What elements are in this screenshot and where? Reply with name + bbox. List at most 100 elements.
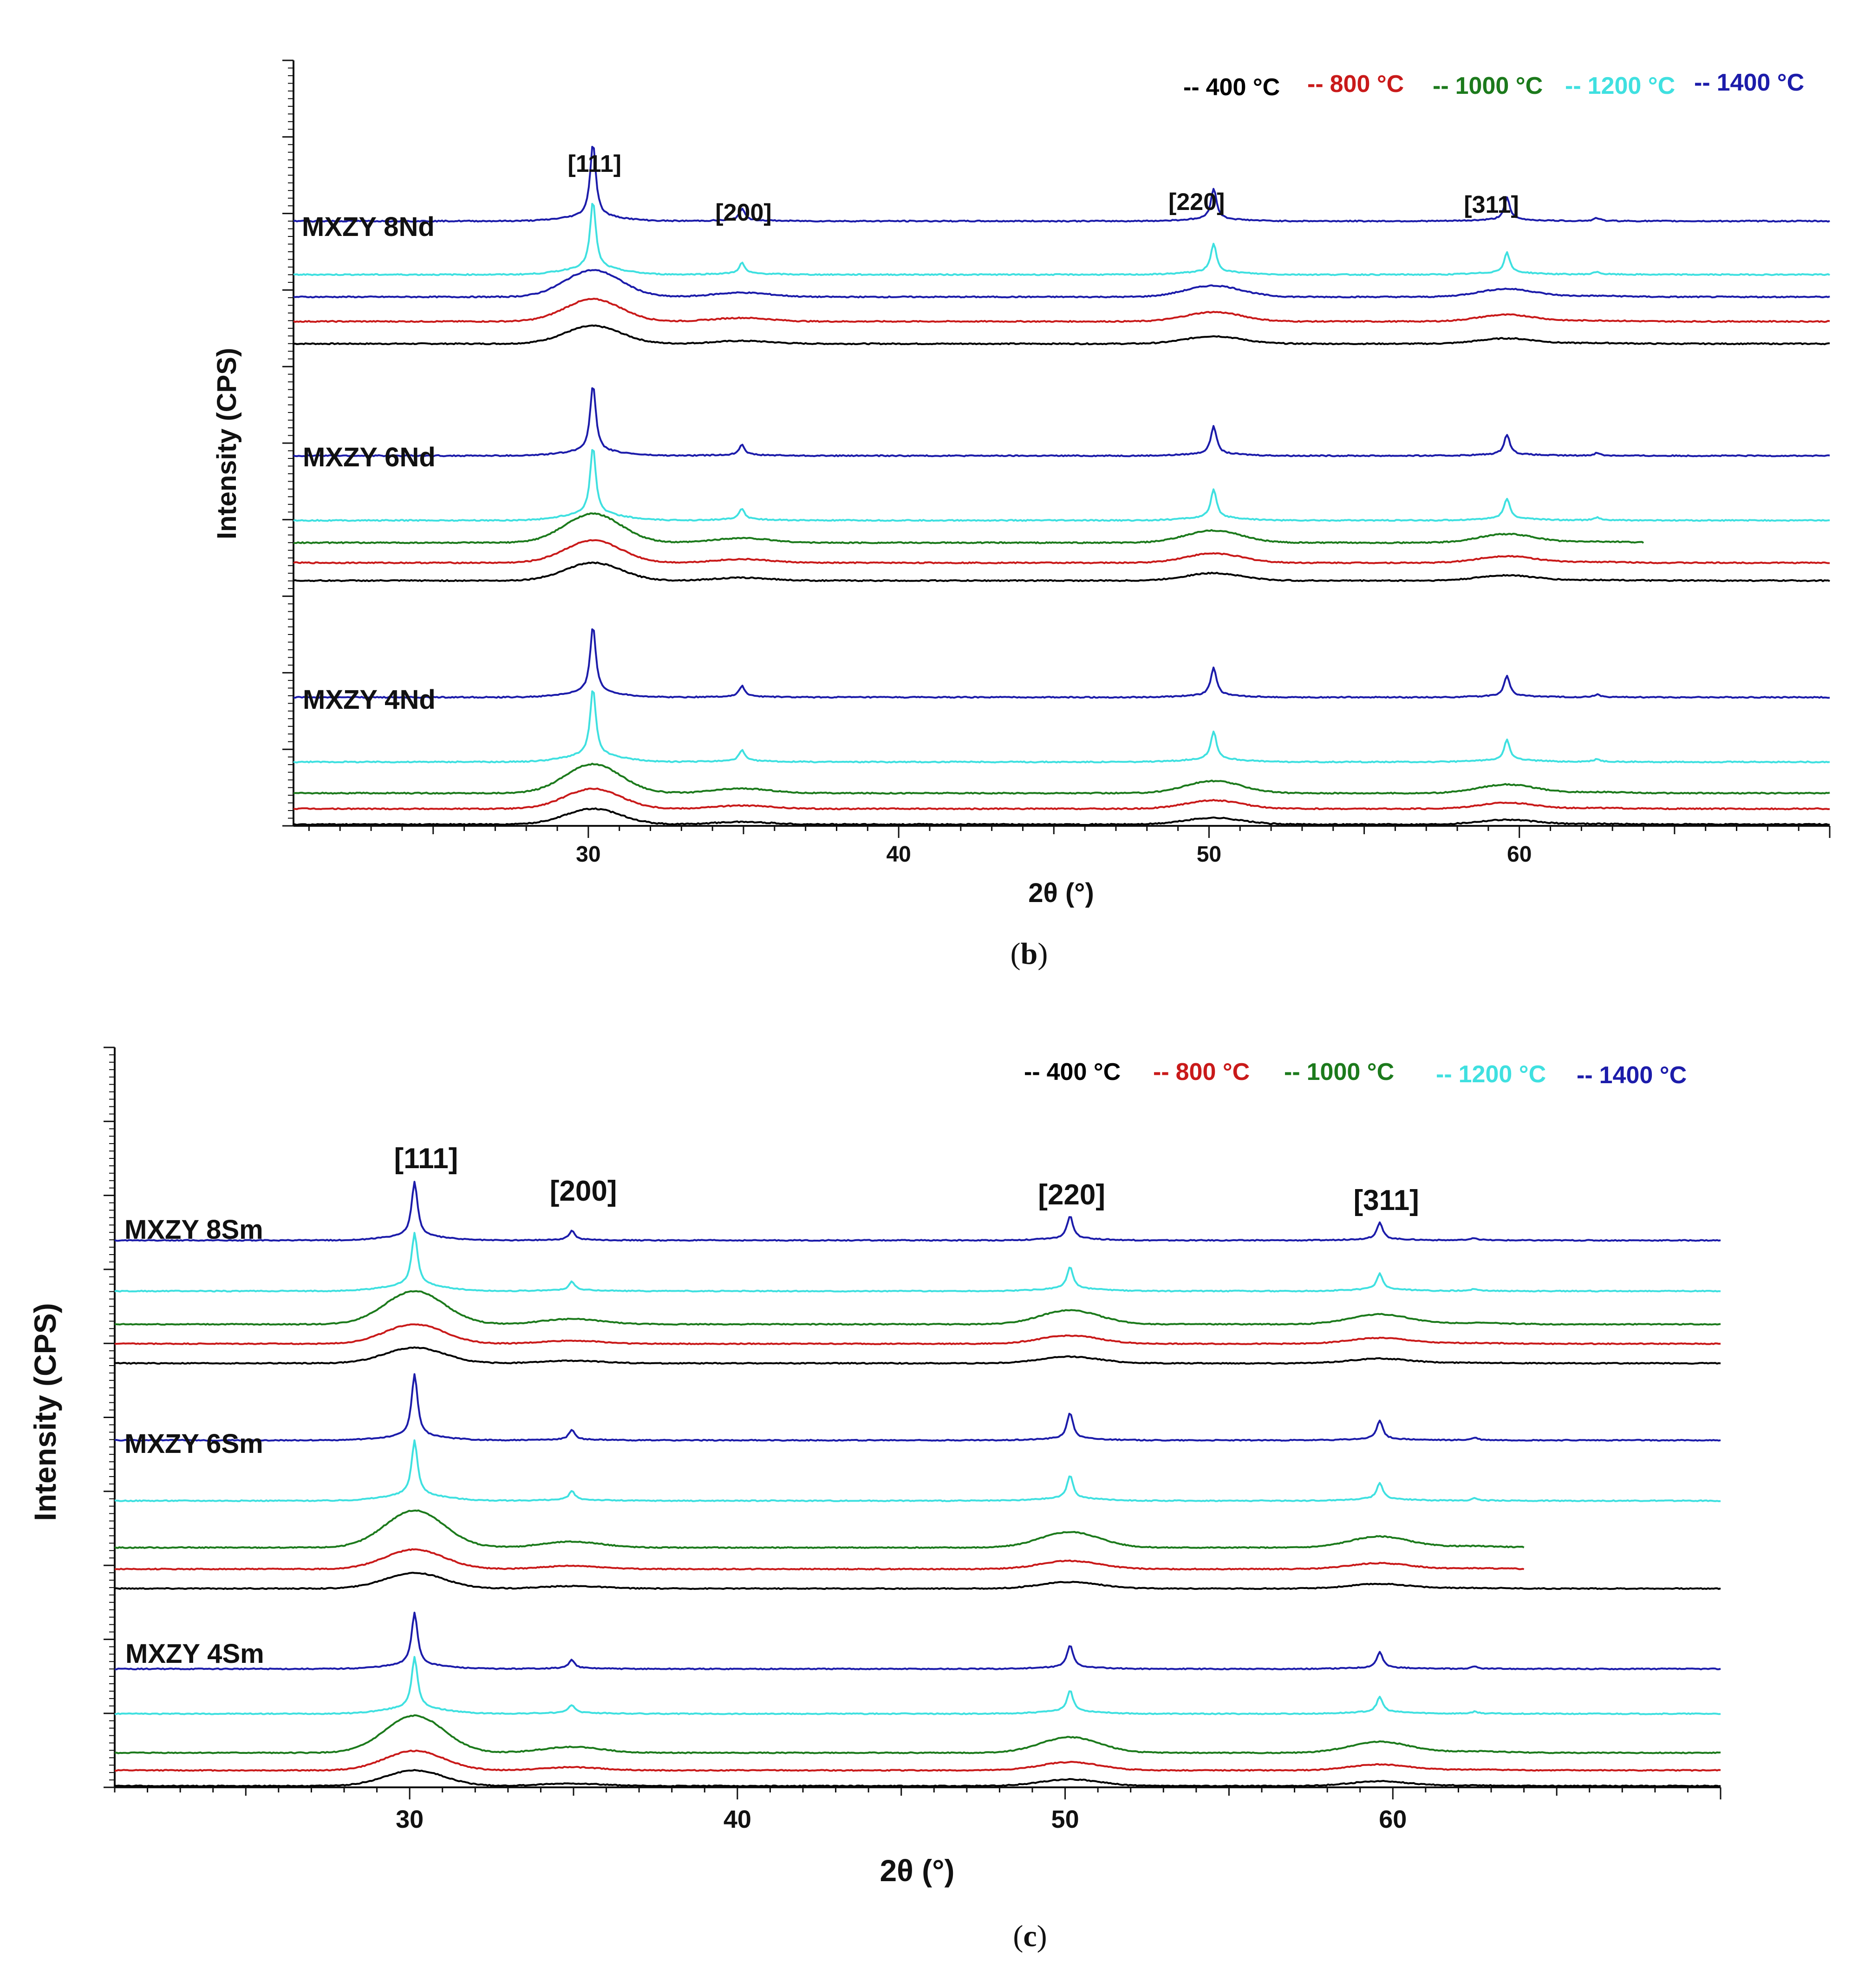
- sample-label-8sm: MXZY 8Sm: [124, 1215, 263, 1245]
- svg-text:--1400 °C: -- 1400 °C: [1694, 69, 1804, 96]
- panel-c-y-label: Intensity (CPS): [28, 1303, 62, 1521]
- series-line-1200c: [293, 449, 1830, 522]
- legend-dash: --: [1307, 71, 1324, 98]
- series-line-400c: [293, 807, 1830, 826]
- x-tick-label: 50: [1051, 1805, 1079, 1833]
- series-line-800c: [293, 539, 1830, 564]
- peak-label: [220]: [1168, 189, 1225, 216]
- sample-label-6nd: MXZY 6Nd: [303, 442, 436, 472]
- series-line-1400c: [114, 1373, 1721, 1442]
- panel-b-x-ticks: 30 40 50 60: [308, 826, 1831, 867]
- series-line-400c: [114, 1571, 1721, 1590]
- svg-text:--1200 °C: -- 1200 °C: [1436, 1061, 1546, 1088]
- svg-text:--1200 °C: -- 1200 °C: [1565, 72, 1675, 99]
- svg-text:--400 °C: -- 400 °C: [1024, 1059, 1121, 1086]
- series-line-1200c: [114, 1232, 1721, 1293]
- x-tick-label: 60: [1379, 1805, 1407, 1833]
- legend-dash: --: [1024, 1059, 1040, 1086]
- series-line-400c: [293, 561, 1830, 582]
- legend-dash: --: [1153, 1059, 1169, 1086]
- series-line-1000c: [293, 269, 1830, 299]
- panel-c-x-label: 2θ (°): [880, 1853, 954, 1888]
- series-line-1400c: [293, 387, 1830, 458]
- panel-b-curves: [293, 146, 1830, 826]
- panel-c-peak-labels: [111] [200] [220] [311]: [394, 1143, 1419, 1216]
- series-line-1000c: [293, 512, 1644, 544]
- panel-c-curves: [114, 1181, 1721, 1787]
- panel-c-sample-labels: MXZY 8Sm MXZY 6Sm MXZY 4Sm: [124, 1215, 264, 1669]
- svg-text:--800 °C: -- 800 °C: [1153, 1059, 1250, 1086]
- panel-c-x-ticks: 30 40 50 60: [114, 1787, 1722, 1833]
- sample-label-4nd: MXZY 4Nd: [303, 685, 436, 715]
- series-line-800c: [293, 787, 1830, 811]
- svg-text:--1400 °C: -- 1400 °C: [1577, 1062, 1687, 1089]
- legend-dash: --: [1284, 1059, 1300, 1086]
- series-line-1200c: [114, 1656, 1721, 1715]
- series-line-1000c: [293, 763, 1830, 795]
- x-tick-label: 60: [1507, 842, 1532, 867]
- panel-b-caption: (b): [1011, 937, 1048, 971]
- series-line-800c: [114, 1548, 1524, 1570]
- legend-dash: --: [1565, 72, 1581, 99]
- series-line-1200c: [114, 1439, 1721, 1502]
- legend-400: 400 °C: [1047, 1059, 1121, 1086]
- x-tick-label: 40: [886, 842, 911, 867]
- panel-c: 30 40 50 60 [111] [200] [220] [311] MXZY 8Sm M…: [28, 1046, 1722, 1953]
- series-line-400c: [114, 1346, 1721, 1365]
- peak-label: [200]: [550, 1175, 617, 1207]
- panel-c-caption: (c): [1013, 1919, 1047, 1953]
- svg-text:--1000 °C: -- 1000 °C: [1284, 1059, 1394, 1086]
- panel-c-y-ticks: [104, 1046, 115, 1788]
- x-tick-label: 50: [1197, 842, 1221, 867]
- panel-b-peak-labels: [111] [200] [220] [311]: [567, 150, 1519, 226]
- peak-label: [200]: [715, 199, 771, 226]
- legend-1000: 1000 °C: [1455, 72, 1543, 99]
- legend-1400: 1400 °C: [1717, 69, 1804, 96]
- legend-dash: --: [1183, 74, 1200, 101]
- x-tick-label: 40: [724, 1805, 751, 1833]
- panel-b-axes: 30 40 50 60: [282, 59, 1831, 867]
- series-line-1200c: [293, 690, 1830, 764]
- panel-b-sample-labels: MXZY 8Nd MXZY 6Nd MXZY 4Nd: [302, 212, 436, 715]
- series-line-800c: [114, 1323, 1721, 1345]
- legend-1200: 1200 °C: [1588, 72, 1675, 99]
- legend-dash: --: [1433, 72, 1449, 99]
- series-line-1400c: [293, 146, 1830, 223]
- series-line-800c: [114, 1749, 1721, 1772]
- panel-b: 30 40 50 60 [111] [200] [220] [311] MXZY 8Nd M…: [212, 59, 1831, 971]
- legend-1400: 1400 °C: [1599, 1062, 1687, 1089]
- series-line-1000c: [114, 1509, 1525, 1549]
- panel-c-legend: -- 400 °C -- 800 °C -- 1000 °C -- 1200 °C --…: [1024, 1059, 1687, 1089]
- panel-b-x-label: 2θ (°): [1028, 878, 1094, 908]
- panel-c-axes: 30 40 50 60: [104, 1046, 1722, 1833]
- peak-label: [311]: [1464, 191, 1519, 218]
- series-line-1400c: [114, 1611, 1721, 1670]
- series-line-400c: [114, 1769, 1721, 1787]
- panel-b-legend: -- 400 °C -- 800 °C -- 1000 °C -- 1200 °C --…: [1183, 69, 1804, 101]
- sample-label-4sm: MXZY 4Sm: [125, 1639, 264, 1669]
- series-line-400c: [293, 324, 1830, 346]
- legend-dash: --: [1694, 69, 1710, 96]
- panel-b-y-ticks: [282, 59, 293, 827]
- series-line-1400c: [293, 628, 1830, 699]
- series-line-1400c: [114, 1181, 1721, 1242]
- svg-text:--800 °C: -- 800 °C: [1307, 71, 1404, 98]
- peak-label: [311]: [1354, 1184, 1419, 1216]
- legend-1200: 1200 °C: [1459, 1061, 1546, 1088]
- x-tick-label: 30: [576, 842, 600, 867]
- legend-400: 400 °C: [1206, 74, 1280, 101]
- legend-800: 800 °C: [1176, 1059, 1250, 1086]
- sample-label-6sm: MXZY 6Sm: [124, 1429, 263, 1459]
- x-tick-label: 30: [396, 1805, 424, 1833]
- legend-dash: --: [1436, 1061, 1452, 1088]
- legend-1000: 1000 °C: [1307, 1059, 1394, 1086]
- peak-label: [111]: [567, 150, 621, 177]
- svg-text:--1000 °C: -- 1000 °C: [1433, 72, 1543, 99]
- series-line-1000c: [114, 1714, 1721, 1754]
- panel-b-y-label: Intensity (CPS): [212, 348, 242, 540]
- svg-text:--400 °C: -- 400 °C: [1183, 74, 1280, 101]
- legend-800: 800 °C: [1330, 71, 1404, 98]
- series-line-1200c: [293, 203, 1830, 276]
- sample-label-8nd: MXZY 8Nd: [302, 212, 435, 242]
